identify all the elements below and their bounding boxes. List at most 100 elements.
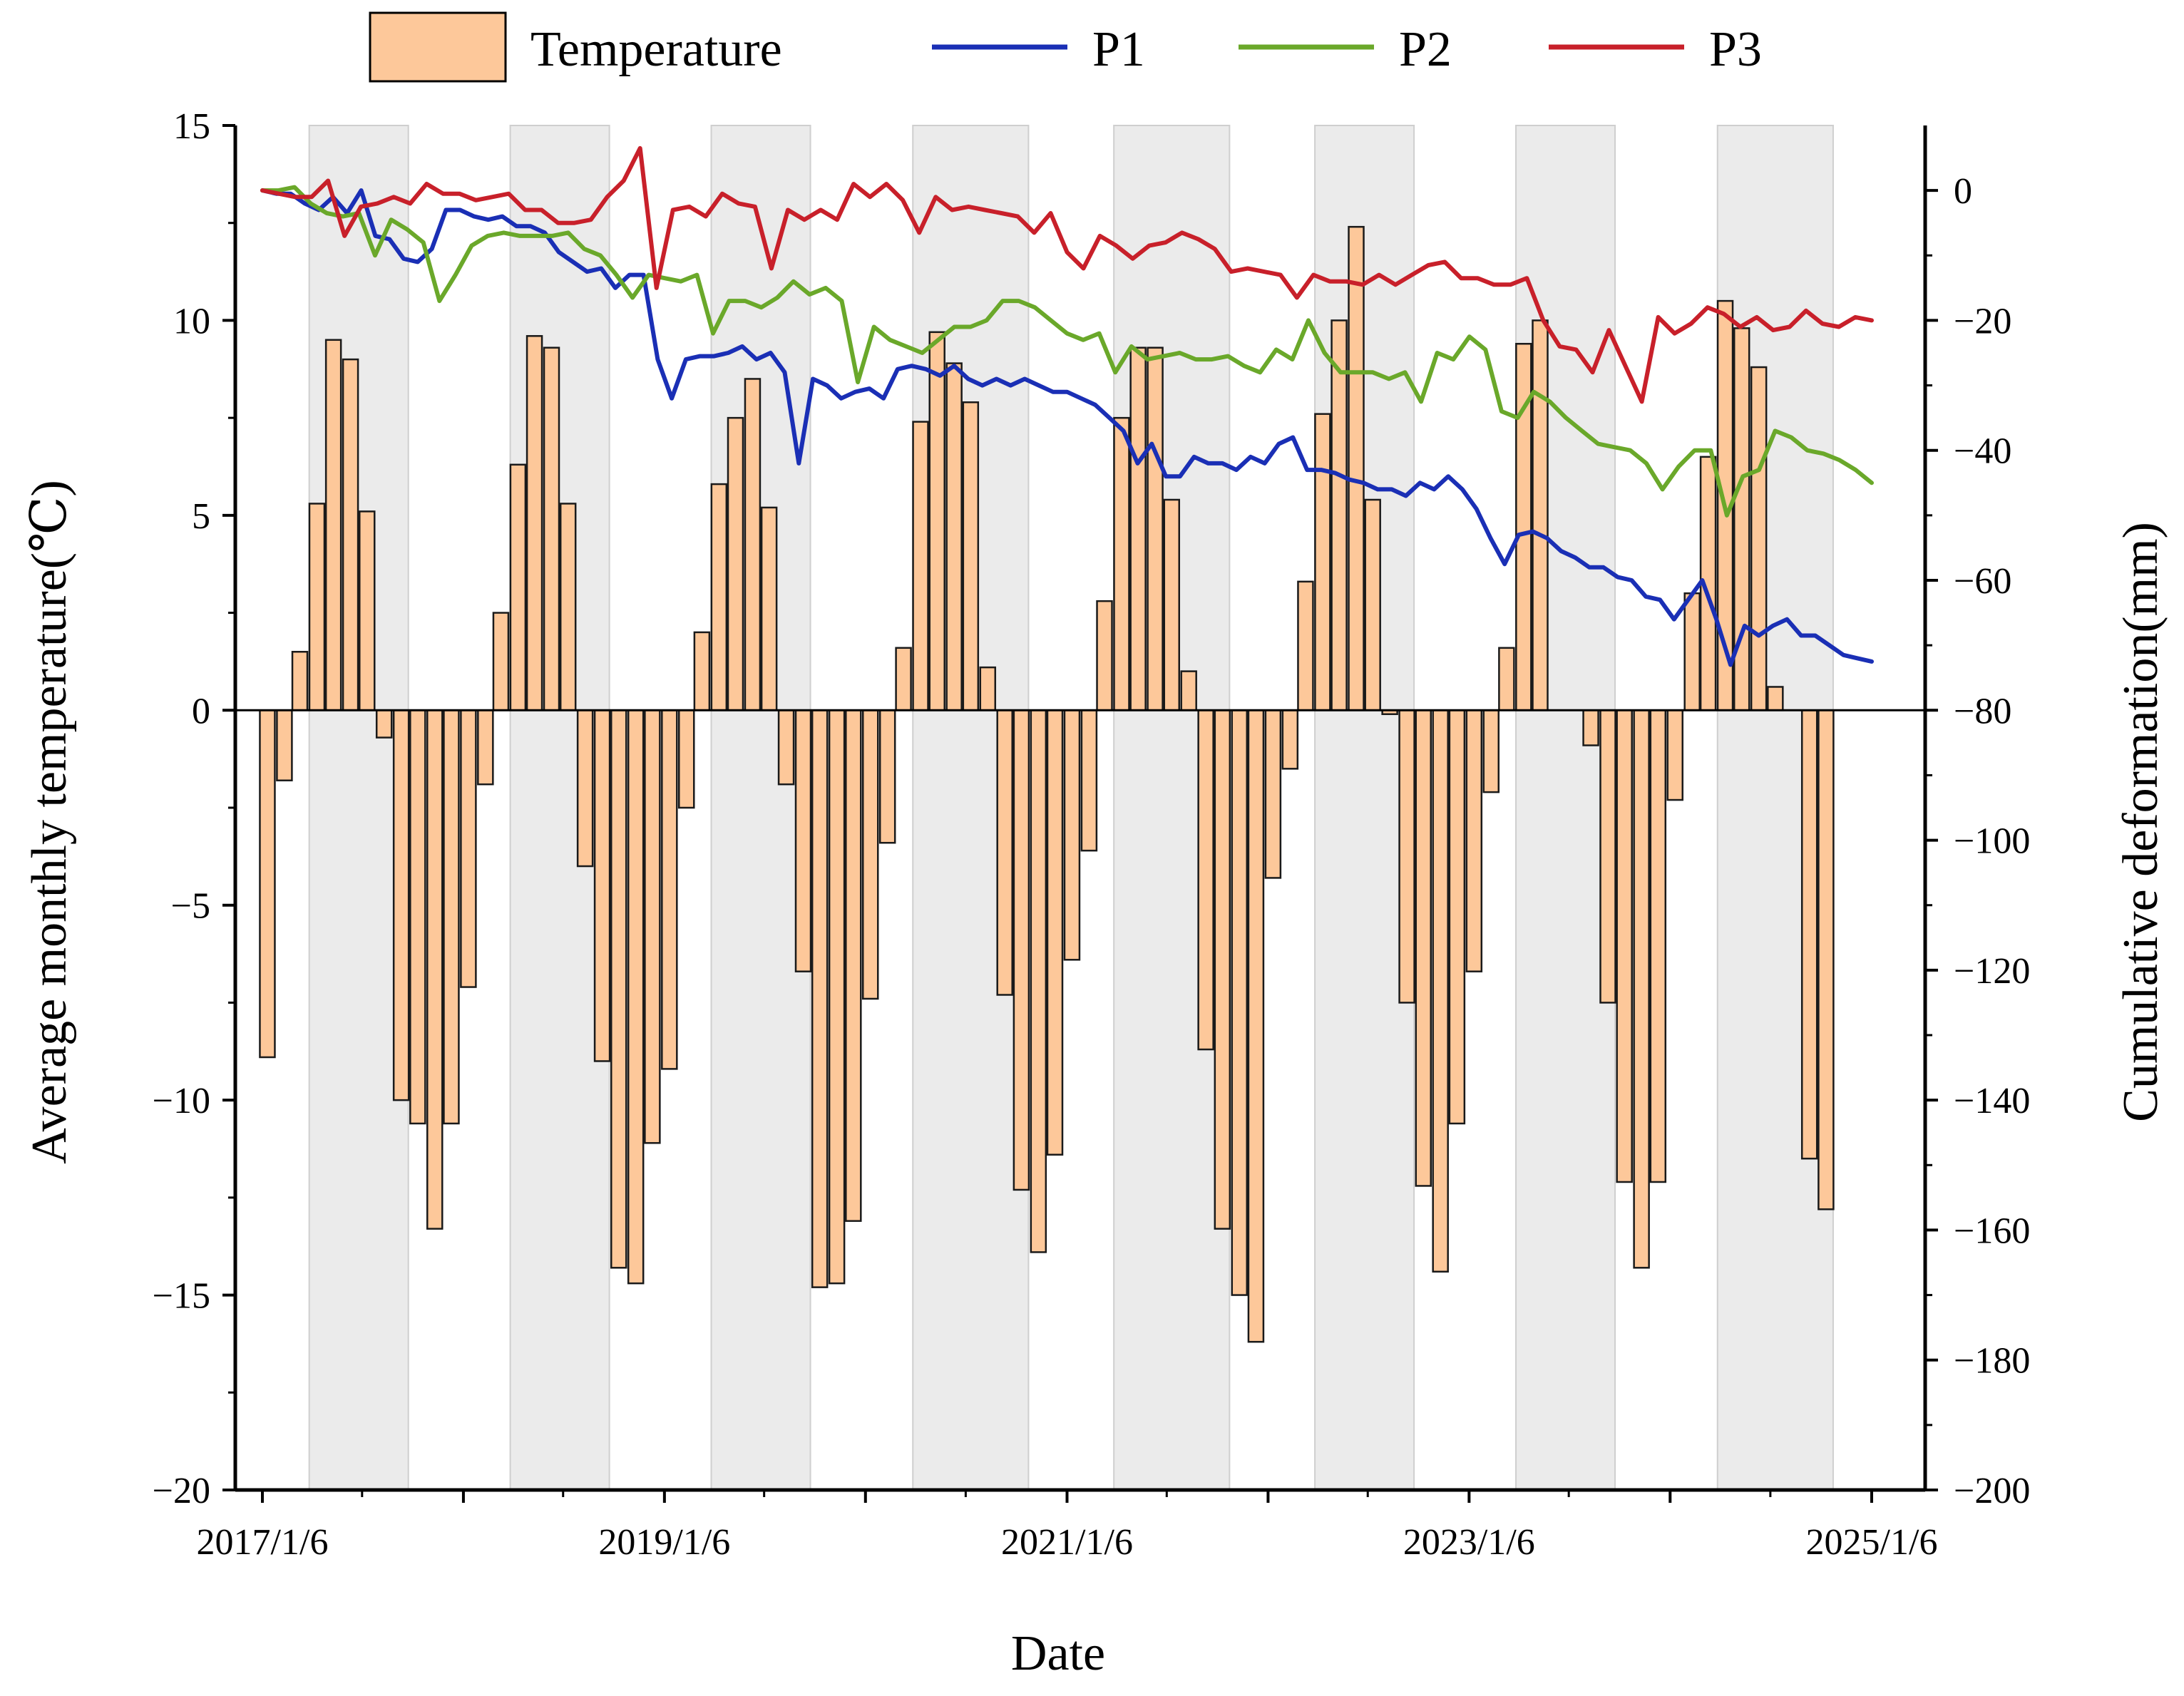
y-right-tick-label: −200 [1954, 1471, 2030, 1511]
temperature-bar [1683, 592, 1701, 711]
temperature-bar [375, 709, 393, 739]
line-p2 [260, 185, 1874, 518]
temperature-bar [342, 358, 359, 711]
y-left-tick-label: −10 [153, 1081, 210, 1121]
temperature-bar [1297, 580, 1314, 711]
temperature-bar [693, 631, 711, 711]
temperature-bar [1214, 709, 1231, 1230]
y-left-tick-label: 0 [192, 691, 210, 731]
temperature-bar [828, 709, 846, 1285]
y-axis-left-title: Average monthly temperature(℃) [22, 480, 77, 1163]
temperature-bar [426, 709, 444, 1230]
temperature-bar [1197, 709, 1214, 1051]
x-tick-label: 2025/1/6 [1806, 1522, 1938, 1563]
temperature-bar [794, 709, 812, 972]
temperature-bar [1633, 709, 1650, 1269]
legend-swatch-temperature [369, 11, 507, 83]
temperature-bar [1247, 709, 1265, 1343]
temperature-bar [1818, 709, 1835, 1211]
y-left-tick-label: −15 [153, 1276, 210, 1317]
temperature-bar [1582, 709, 1599, 746]
axes: 151050−5−10−15−200−20−40−60−80−100−120−1… [153, 106, 2031, 1563]
y-left-tick-label: −5 [171, 886, 210, 927]
legend: Temperature P1 P2 P3 [369, 11, 1762, 83]
y-axis-right-title: Cumulative deformation(mm) [2113, 522, 2168, 1122]
temperature-bar [1030, 709, 1047, 1253]
temperature-bar [727, 416, 744, 711]
temperature-bar [1113, 416, 1130, 711]
temperature-bar [878, 709, 896, 844]
temperature-bar [1063, 709, 1081, 961]
temperature-bar [324, 339, 342, 711]
temperature-bar [1331, 319, 1348, 711]
temperature-bar [1415, 709, 1432, 1187]
x-axis-title: Date [1011, 1626, 1105, 1681]
temperature-bar [760, 506, 778, 711]
temperature-bar [509, 463, 527, 711]
temperature-bar [861, 709, 879, 1000]
y-left-tick-label: 10 [173, 301, 210, 341]
x-tick-label: 2023/1/6 [1403, 1522, 1535, 1563]
temperature-bar [1096, 600, 1113, 711]
temperature-bar [610, 709, 627, 1269]
y-right-tick-label: 0 [1954, 171, 1972, 212]
temperature-bar [559, 503, 577, 711]
temperature-bar [1482, 709, 1500, 793]
temperature-bar [460, 709, 477, 988]
temperature-bar [543, 346, 560, 711]
temperature-bar [1348, 225, 1365, 711]
temperature-bar [593, 709, 611, 1062]
temperature-bar [710, 483, 728, 711]
temperature-bar [259, 709, 276, 1059]
temperature-bar [1532, 319, 1549, 711]
temperature-bar [777, 709, 795, 786]
y-right-tick-label: −60 [1954, 561, 2011, 602]
legend-label-p2: P2 [1399, 22, 1452, 77]
temperature-bar [1080, 709, 1098, 852]
temperature-bar [392, 709, 410, 1101]
temperature-bar [526, 335, 543, 711]
y-right-tick-label: −100 [1954, 821, 2030, 862]
temperature-bar [811, 709, 829, 1288]
x-tick-label: 2019/1/6 [598, 1522, 730, 1563]
y-right-tick-label: −40 [1954, 431, 2011, 472]
temperature-bar [845, 709, 862, 1222]
temperature-bar [678, 709, 695, 809]
temperature-bar [359, 510, 376, 711]
temperature-bar [576, 709, 594, 868]
temperature-bar [627, 709, 645, 1285]
temperature-bar [1599, 709, 1616, 1004]
temperature-bar [1281, 709, 1299, 770]
temperature-bar [291, 651, 309, 711]
temperature-bar [1231, 709, 1249, 1296]
x-tick-label: 2017/1/6 [197, 1522, 329, 1563]
temperature-bar [1398, 709, 1415, 1004]
temperature-bar [409, 709, 426, 1125]
temperature-bar [1432, 709, 1449, 1273]
temperature-bar [1448, 709, 1466, 1125]
legend-label-temperature: Temperature [530, 22, 782, 77]
temperature-bar [661, 709, 678, 1070]
temperature-bar [1012, 709, 1030, 1191]
line-p3 [260, 145, 1874, 404]
temperature-bar [1498, 647, 1515, 711]
temperature-bar [443, 709, 460, 1125]
y-left-tick-label: 5 [192, 496, 210, 537]
temperature-bar [1180, 670, 1197, 711]
temperature-bar [1364, 498, 1381, 711]
temperature-bar [1465, 709, 1483, 972]
temperature-bar [1750, 366, 1768, 711]
temperature-bar [1649, 709, 1667, 1183]
temperature-bar [895, 647, 912, 711]
temperature-bar [1264, 709, 1282, 879]
y-right-tick-label: −140 [1954, 1081, 2030, 1121]
temperature-bar [1616, 709, 1633, 1183]
temperature-bar [1163, 498, 1181, 711]
y-right-tick-label: −160 [1954, 1211, 2030, 1251]
temperature-bar [1314, 413, 1331, 711]
temperature-bar [1129, 346, 1147, 711]
temperature-bar [996, 709, 1013, 996]
y-left-tick-label: 15 [173, 106, 210, 147]
deformation-lines [260, 145, 1874, 667]
